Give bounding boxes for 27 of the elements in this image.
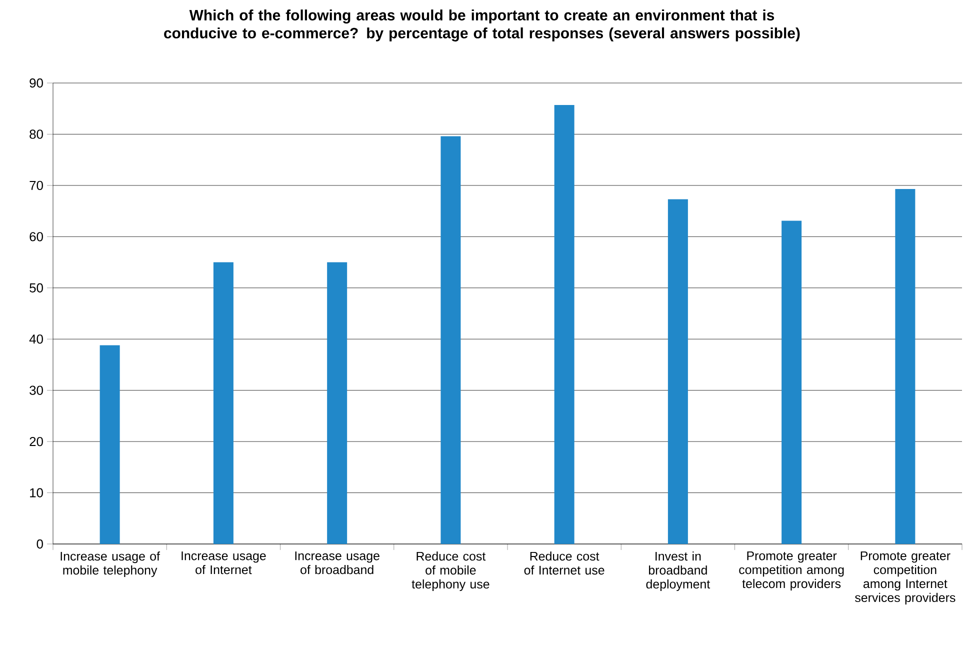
x-tick-label: Invest in broadband deployment (646, 551, 710, 591)
bar (668, 199, 688, 544)
y-tick-label: 90 (30, 78, 43, 88)
y-tick-label: 70 (30, 180, 43, 190)
y-tick-label: 10 (30, 488, 43, 498)
x-tick-label: Increase usage of Internet (182, 552, 266, 574)
bar (100, 345, 120, 544)
x-tick-label: Promote greater competition among telecom providers (739, 552, 844, 591)
x-tick-label: Reduce cost of Internet use (524, 551, 604, 575)
y-tick-label: 50 (30, 283, 43, 292)
bar (554, 105, 574, 544)
y-tick-label: 40 (29, 334, 43, 344)
bar (895, 189, 916, 544)
y-tick-label: 0 (36, 539, 43, 549)
y-tick-label: 80 (30, 130, 43, 139)
x-tick-label: Promote greater competition among Internet services providers (855, 552, 956, 604)
y-tick-label: 30 (30, 386, 43, 395)
bar (213, 262, 234, 544)
chart-title: Which of the following areas would be important to create an environment that is conducive to e-commerce? by percentage of total responses (several answers possible) (164, 10, 800, 42)
x-tick-label: Reduce cost of mobile telephony use (412, 551, 490, 591)
x-tick-label: Increase usage of mobile telephony (60, 552, 160, 578)
x-tick-label: Increase usage of broadband (295, 552, 380, 574)
y-tick-label: 20 (30, 436, 43, 446)
bar (782, 220, 802, 544)
bar (440, 136, 461, 544)
y-tick-label: 60 (30, 232, 43, 242)
bar (327, 262, 348, 544)
